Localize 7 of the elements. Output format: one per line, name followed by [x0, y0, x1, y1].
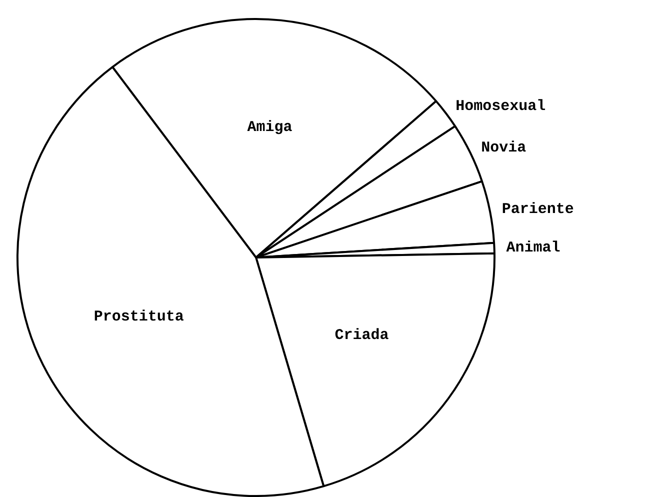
- slice-label: Criada: [334, 326, 389, 344]
- slice-label: Animal: [506, 239, 560, 256]
- slice-label: Amiga: [247, 118, 292, 136]
- slice-label: Prostituta: [94, 308, 184, 326]
- slice-label: Pariente: [502, 201, 574, 218]
- slice-label: Homosexual: [456, 98, 546, 115]
- slice-label: Novia: [481, 139, 526, 156]
